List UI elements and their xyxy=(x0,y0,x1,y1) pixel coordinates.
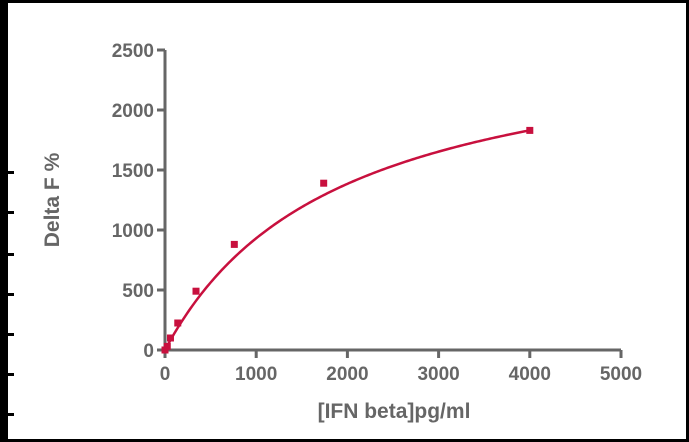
data-point xyxy=(320,179,328,187)
frame-edge-tick xyxy=(8,373,14,376)
x-tick-label: 1000 xyxy=(235,364,277,385)
frame-edge-tick xyxy=(8,413,14,416)
data-point xyxy=(161,346,169,354)
y-tick-label: 1500 xyxy=(112,161,154,182)
y-tick-label: 500 xyxy=(122,281,154,302)
y-axis: 0 500 1000 1500 2000 2500 xyxy=(112,41,167,362)
frame-edge-tick xyxy=(8,211,14,214)
frame-edge-tick xyxy=(8,171,14,174)
data-points xyxy=(161,126,534,354)
frame-edge-tick xyxy=(8,333,14,336)
data-point xyxy=(174,319,182,327)
y-tick-label: 2000 xyxy=(112,101,154,122)
y-tick-label: 2500 xyxy=(112,41,154,62)
data-point xyxy=(526,126,534,134)
frame-edge-tick xyxy=(8,253,14,256)
frame-edge-tick xyxy=(8,293,14,296)
y-tick-label: 1000 xyxy=(112,221,154,242)
data-point xyxy=(166,334,174,342)
x-tick-label: 2000 xyxy=(326,364,368,385)
x-tick-label: 5000 xyxy=(600,364,642,385)
data-point xyxy=(192,287,200,295)
x-axis-title: [IFN beta]pg/ml xyxy=(318,400,471,423)
data-point xyxy=(163,342,171,350)
x-axis: 0 1000 2000 3000 4000 5000 xyxy=(160,348,642,385)
y-axis-title: Delta F % xyxy=(41,152,64,247)
x-tick-label: 4000 xyxy=(509,364,551,385)
x-tick-label: 0 xyxy=(160,364,171,385)
data-point xyxy=(230,240,238,248)
fit-curve xyxy=(163,129,531,351)
x-tick-label: 3000 xyxy=(417,364,459,385)
y-tick-label: 0 xyxy=(143,341,154,362)
